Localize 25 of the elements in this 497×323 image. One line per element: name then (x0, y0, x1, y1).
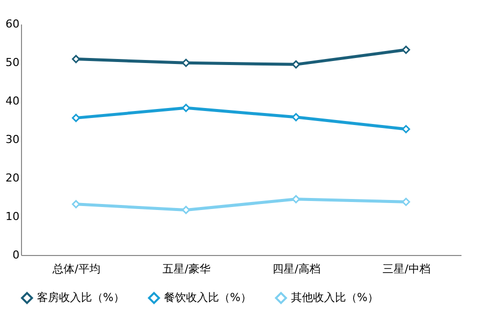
y-tick-label: 0 (12, 248, 20, 262)
x-tick-label: 总体/平均 (52, 262, 100, 276)
point (182, 206, 190, 214)
point (72, 54, 80, 64)
legend-label: 客房收入比（%） (37, 291, 124, 304)
point (402, 125, 410, 134)
point (72, 114, 80, 122)
x-tick-label: 五星/豪华 (162, 262, 210, 276)
point (182, 104, 190, 112)
y-tick-label: 30 (6, 133, 20, 146)
point (292, 113, 300, 122)
legend-label: 餐饮收入比（%） (164, 291, 252, 304)
y-tick-label: 10 (6, 210, 20, 223)
y-tick-label: 20 (6, 172, 20, 184)
point (402, 46, 410, 54)
y-tick-label: 40 (6, 94, 20, 108)
x-tick-label: 三星/中档 (382, 262, 430, 276)
point (72, 200, 80, 208)
point (292, 195, 300, 204)
y-tick-label: 60 (6, 18, 20, 30)
legend-label: 其他收入比（%） (291, 291, 378, 304)
y-tick-label: 50 (6, 56, 20, 69)
x-tick-label: 四星/高档 (272, 262, 320, 276)
point (292, 60, 300, 69)
point (402, 198, 410, 206)
